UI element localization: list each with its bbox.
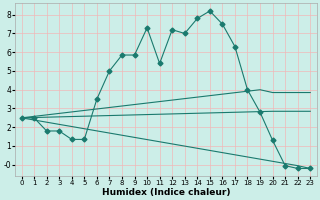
X-axis label: Humidex (Indice chaleur): Humidex (Indice chaleur) xyxy=(102,188,230,197)
